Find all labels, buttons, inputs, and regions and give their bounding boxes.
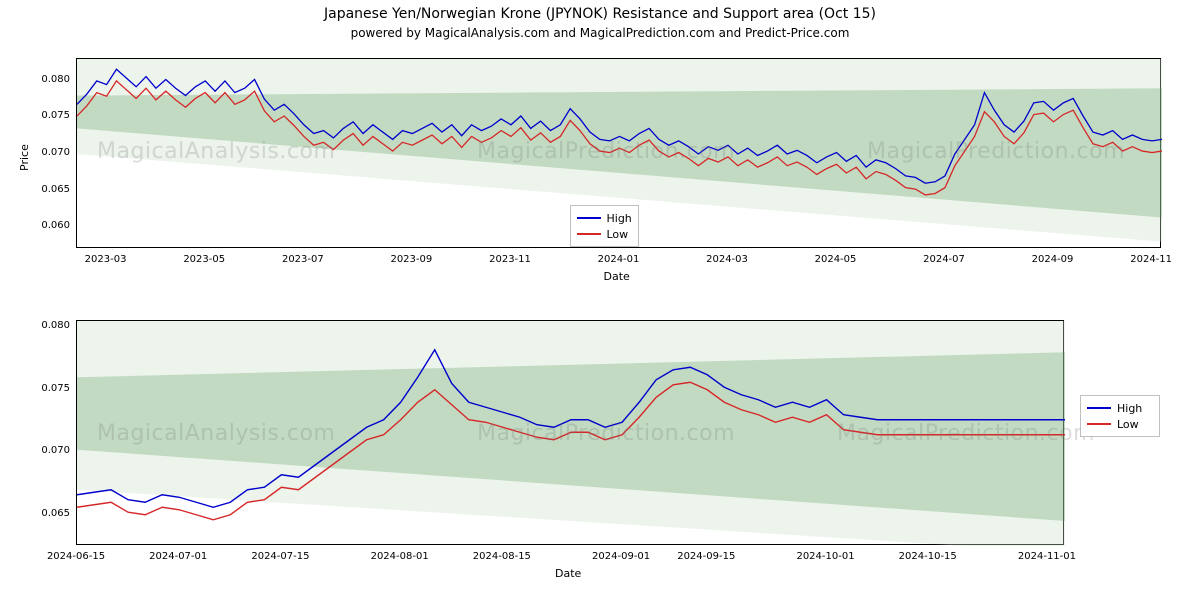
top-chart-panel: MagicalAnalysis.com MagicalPrediction.co… [76, 58, 1161, 248]
xtick-label: 2024-05 [815, 254, 857, 265]
ytick-label: 0.075 [28, 383, 70, 394]
top-chart-legend: High Low [570, 205, 639, 247]
xtick-label: 2023-05 [183, 254, 225, 265]
ytick-label: 0.080 [28, 320, 70, 331]
bottom-chart-legend: High Low [1080, 395, 1160, 437]
bottom-chart-svg [77, 321, 1065, 546]
legend-swatch [1087, 423, 1111, 425]
legend-label: Low [1117, 418, 1139, 431]
ytick-label: 0.065 [28, 508, 70, 519]
xtick-label: 2024-11-01 [1018, 551, 1076, 562]
legend-item: High [1087, 400, 1153, 416]
bottom-chart-panel: MagicalAnalysis.com MagicalPrediction.co… [76, 320, 1064, 545]
xtick-label: 2024-07 [923, 254, 965, 265]
ytick-label: 0.070 [28, 445, 70, 456]
chart-subtitle: powered by MagicalAnalysis.com and Magic… [0, 26, 1200, 40]
legend-label: Low [607, 228, 629, 241]
xtick-label: 2023-11 [489, 254, 531, 265]
ytick-label: 0.080 [28, 74, 70, 85]
legend-swatch [577, 217, 601, 219]
xtick-label: 2024-07-01 [149, 551, 207, 562]
xtick-label: 2023-09 [390, 254, 432, 265]
legend-label: High [1117, 402, 1142, 415]
xtick-label: 2024-06-15 [47, 551, 105, 562]
xtick-label: 2023-07 [282, 254, 324, 265]
top-chart-xlabel: Date [604, 270, 630, 283]
ytick-label: 0.065 [28, 184, 70, 195]
legend-item: Low [1087, 416, 1153, 432]
legend-swatch [577, 233, 601, 235]
ytick-label: 0.070 [28, 147, 70, 158]
legend-swatch [1087, 407, 1111, 409]
xtick-label: 2024-01 [598, 254, 640, 265]
bottom-chart-xlabel: Date [555, 567, 581, 580]
ytick-label: 0.060 [28, 220, 70, 231]
xtick-label: 2024-07-15 [251, 551, 309, 562]
xtick-label: 2024-11 [1130, 254, 1172, 265]
xtick-label: 2024-08-01 [371, 551, 429, 562]
chart-title: Japanese Yen/Norwegian Krone (JPYNOK) Re… [0, 6, 1200, 22]
xtick-label: 2024-09-15 [677, 551, 735, 562]
xtick-label: 2024-03 [706, 254, 748, 265]
legend-item: Low [577, 226, 632, 242]
xtick-label: 2024-08-15 [473, 551, 531, 562]
legend-label: High [607, 212, 632, 225]
xtick-label: 2024-09-01 [592, 551, 650, 562]
figure: Japanese Yen/Norwegian Krone (JPYNOK) Re… [0, 0, 1200, 600]
legend-item: High [577, 210, 632, 226]
xtick-label: 2024-10-15 [899, 551, 957, 562]
xtick-label: 2024-09 [1032, 254, 1074, 265]
xtick-label: 2023-03 [85, 254, 127, 265]
xtick-label: 2024-10-01 [796, 551, 854, 562]
ytick-label: 0.075 [28, 110, 70, 121]
